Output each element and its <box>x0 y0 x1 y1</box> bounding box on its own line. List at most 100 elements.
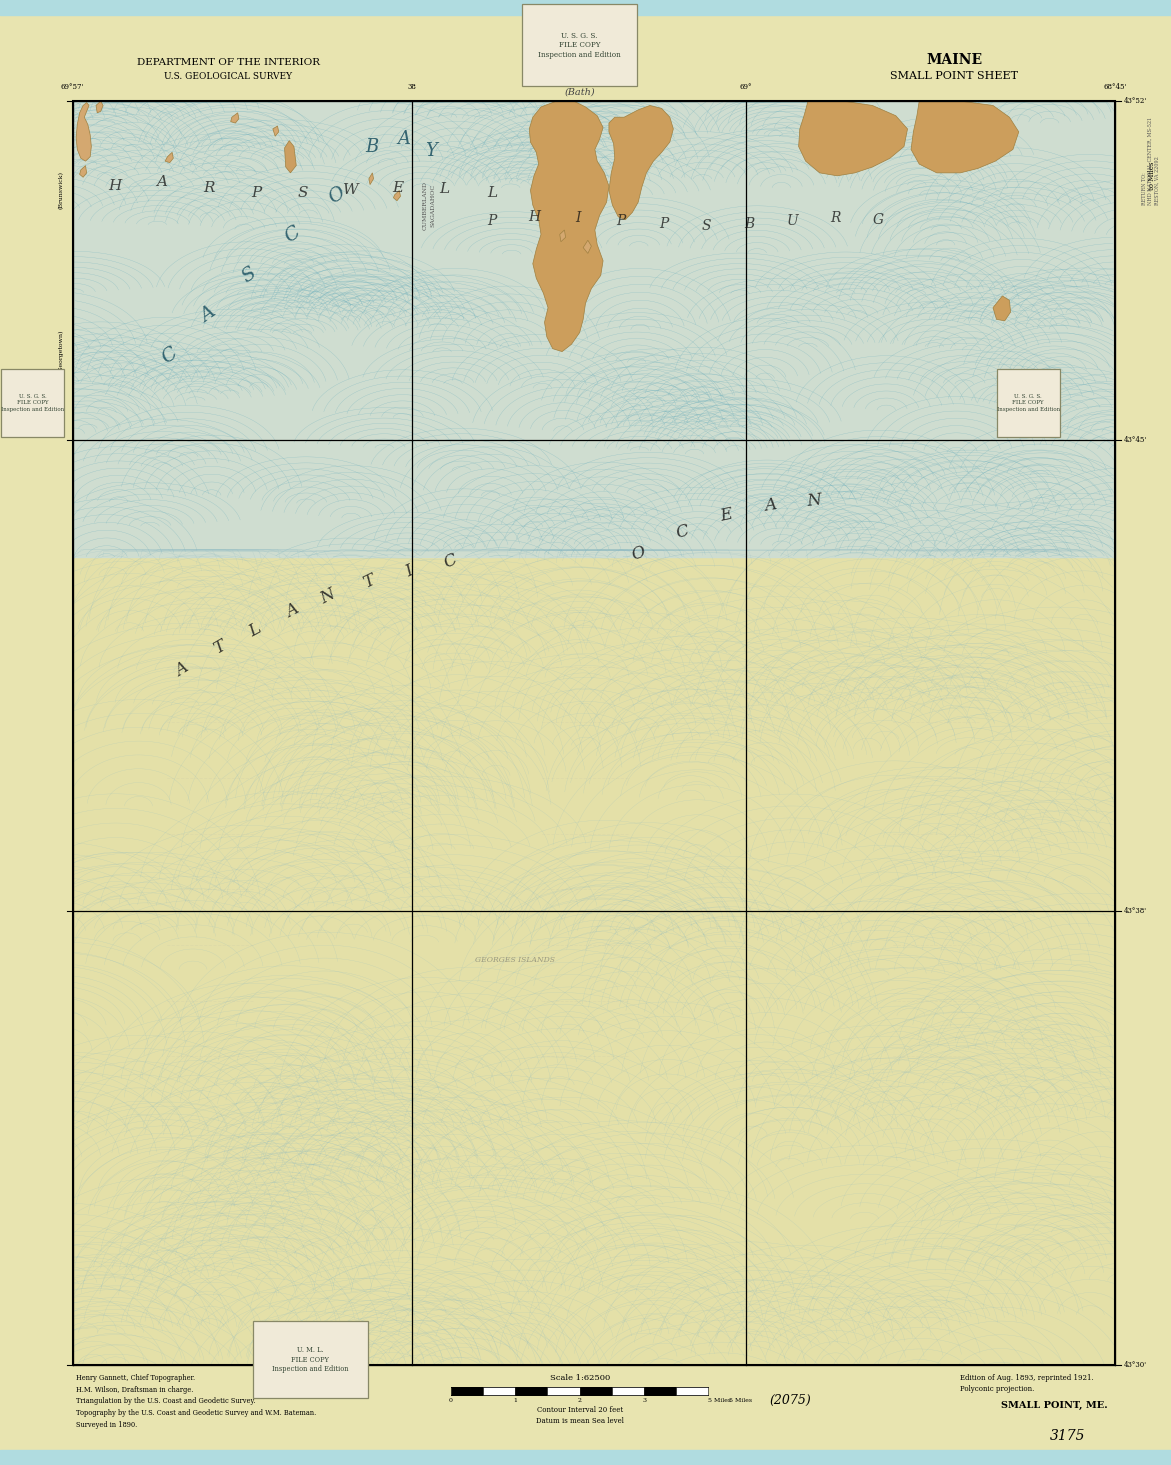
Bar <box>547 1387 580 1395</box>
Polygon shape <box>165 152 173 163</box>
Text: R: R <box>830 211 841 226</box>
Text: O: O <box>326 183 349 207</box>
Text: U. S. G. S.
FILE COPY
Inspection and Edition: U. S. G. S. FILE COPY Inspection and Edi… <box>1 394 64 412</box>
Text: Henry Gannett, Chief Topographer.
H.M. Wilson, Draftsman in charge.
Triangulatio: Henry Gannett, Chief Topographer. H.M. W… <box>76 1374 316 1428</box>
Polygon shape <box>609 105 673 220</box>
Polygon shape <box>285 141 296 173</box>
Text: A: A <box>172 659 191 680</box>
Text: A: A <box>397 130 411 148</box>
Text: — — — — — — — — — — — — — — — — — — —: — — — — — — — — — — — — — — — — — — — <box>167 943 254 946</box>
Bar <box>644 1387 677 1395</box>
Text: N: N <box>806 492 822 510</box>
Bar <box>73 101 1115 1365</box>
Text: P: P <box>616 214 625 229</box>
Text: — — — — — — — — — — — — — — — — — — —: — — — — — — — — — — — — — — — — — — — <box>167 1055 254 1058</box>
Text: to Miles: to Miles <box>1149 161 1156 190</box>
Bar <box>677 1387 708 1395</box>
Polygon shape <box>529 101 609 352</box>
Polygon shape <box>76 103 91 161</box>
Text: Y: Y <box>425 142 437 160</box>
Text: 5 Miles: 5 Miles <box>708 1398 732 1402</box>
Text: P: P <box>487 214 497 229</box>
Bar <box>451 1387 484 1395</box>
Text: N: N <box>317 586 338 607</box>
Text: L: L <box>439 182 450 196</box>
Text: G: G <box>872 212 884 227</box>
Text: A: A <box>763 497 778 514</box>
Text: C: C <box>441 551 460 571</box>
Text: R: R <box>204 180 214 195</box>
Text: RETURN TO:
NHD NATIONAL CENTER, MS-521
RESTON, VA 22092: RETURN TO: NHD NATIONAL CENTER, MS-521 R… <box>1142 117 1159 205</box>
Polygon shape <box>583 240 591 253</box>
Polygon shape <box>799 101 908 176</box>
Text: 43°45': 43°45' <box>1124 435 1148 444</box>
Text: — — — — — — — — — — — — — — — — — — —: — — — — — — — — — — — — — — — — — — — <box>893 776 980 779</box>
Text: T: T <box>211 637 230 658</box>
FancyBboxPatch shape <box>997 369 1060 437</box>
Text: 0: 0 <box>448 1398 453 1402</box>
Text: MAINE: MAINE <box>926 53 982 67</box>
Text: P: P <box>659 217 669 231</box>
Bar <box>580 1387 611 1395</box>
Text: B: B <box>365 138 379 155</box>
Text: 69°57': 69°57' <box>61 84 84 91</box>
Bar <box>73 101 1115 557</box>
Text: — — — — — — — — — — — — — — — — — — —: — — — — — — — — — — — — — — — — — — — <box>542 721 629 724</box>
Text: E: E <box>718 505 734 526</box>
Text: 2: 2 <box>577 1398 582 1402</box>
Text: 43°30': 43°30' <box>1124 1361 1148 1370</box>
Text: — — — — — — — — — — — — — — — — — — —: — — — — — — — — — — — — — — — — — — — <box>542 888 629 891</box>
Text: U. S. G. S.
FILE COPY
Inspection and Edition: U. S. G. S. FILE COPY Inspection and Edi… <box>539 32 621 59</box>
Text: — — — — — — — — — — — — — — — — — — —: — — — — — — — — — — — — — — — — — — — <box>167 721 254 724</box>
FancyBboxPatch shape <box>522 4 637 86</box>
Text: — — — — — — — — — — — — — — — — — — —: — — — — — — — — — — — — — — — — — — — <box>542 832 629 835</box>
Text: — — — — — — — — — — — — — — — — — — —: — — — — — — — — — — — — — — — — — — — <box>167 999 254 1002</box>
Text: — — — — — — — — — — — — — — — — — — —: — — — — — — — — — — — — — — — — — — — <box>167 665 254 668</box>
Text: (Bath): (Bath) <box>564 88 595 97</box>
Polygon shape <box>231 113 239 123</box>
Text: Contour Interval 20 feet
Datum is mean Sea level: Contour Interval 20 feet Datum is mean S… <box>535 1406 624 1425</box>
Text: — — — — — — — — — — — — — — — — — — —: — — — — — — — — — — — — — — — — — — — <box>893 999 980 1002</box>
Text: A: A <box>198 303 219 327</box>
Text: SAGADAHOC: SAGADAHOC <box>431 183 436 227</box>
Text: E: E <box>392 180 403 195</box>
Text: C: C <box>158 344 182 368</box>
Text: — — — — — — — — — — — — — — — — — — —: — — — — — — — — — — — — — — — — — — — <box>167 888 254 891</box>
Bar <box>515 1387 547 1395</box>
Text: A: A <box>283 601 302 621</box>
Text: GEORGES ISLANDS: GEORGES ISLANDS <box>475 955 555 964</box>
Bar <box>611 1387 644 1395</box>
Text: SMALL POINT, ME.: SMALL POINT, ME. <box>1000 1401 1108 1409</box>
Text: — — — — — — — — — — — — — — — — — — —: — — — — — — — — — — — — — — — — — — — <box>167 832 254 835</box>
Text: — — — — — — — — — — — — — — — — — — —: — — — — — — — — — — — — — — — — — — — <box>893 832 980 835</box>
Polygon shape <box>369 173 374 185</box>
Text: — — — — — — — — — — — — — — — — — — —: — — — — — — — — — — — — — — — — — — — <box>542 999 629 1002</box>
Polygon shape <box>560 230 566 242</box>
Text: U. S. G. S.
FILE COPY
Inspection and Edition: U. S. G. S. FILE COPY Inspection and Edi… <box>997 394 1060 412</box>
Text: U.S. GEOLOGICAL SURVEY: U.S. GEOLOGICAL SURVEY <box>164 72 293 81</box>
Text: 43°52': 43°52' <box>1124 97 1148 105</box>
Text: S: S <box>701 218 711 233</box>
Text: 3175: 3175 <box>1050 1428 1086 1443</box>
Text: 5 Miles: 5 Miles <box>730 1398 752 1402</box>
Text: — — — — — — — — — — — — — — — — — — —: — — — — — — — — — — — — — — — — — — — <box>893 721 980 724</box>
Text: (Brunswick): (Brunswick) <box>59 171 63 209</box>
Text: O: O <box>629 544 648 564</box>
Text: DEPARTMENT OF THE INTERIOR: DEPARTMENT OF THE INTERIOR <box>137 59 320 67</box>
Polygon shape <box>80 166 87 177</box>
Polygon shape <box>96 101 103 113</box>
Text: S: S <box>239 264 260 287</box>
Text: B: B <box>745 217 754 231</box>
Text: W: W <box>343 183 358 198</box>
Bar <box>482 1387 515 1395</box>
Text: H: H <box>528 209 541 224</box>
Text: C: C <box>281 223 304 246</box>
Text: C: C <box>674 522 691 542</box>
Text: — — — — — — — — — — — — — — — — — — —: — — — — — — — — — — — — — — — — — — — <box>893 1055 980 1058</box>
Bar <box>0 1450 1171 1465</box>
FancyBboxPatch shape <box>1 369 64 437</box>
Text: L: L <box>246 620 265 640</box>
Text: — — — — — — — — — — — — — — — — — — —: — — — — — — — — — — — — — — — — — — — <box>893 943 980 946</box>
Text: I: I <box>575 211 581 226</box>
Text: — — — — — — — — — — — — — — — — — — —: — — — — — — — — — — — — — — — — — — — <box>893 888 980 891</box>
